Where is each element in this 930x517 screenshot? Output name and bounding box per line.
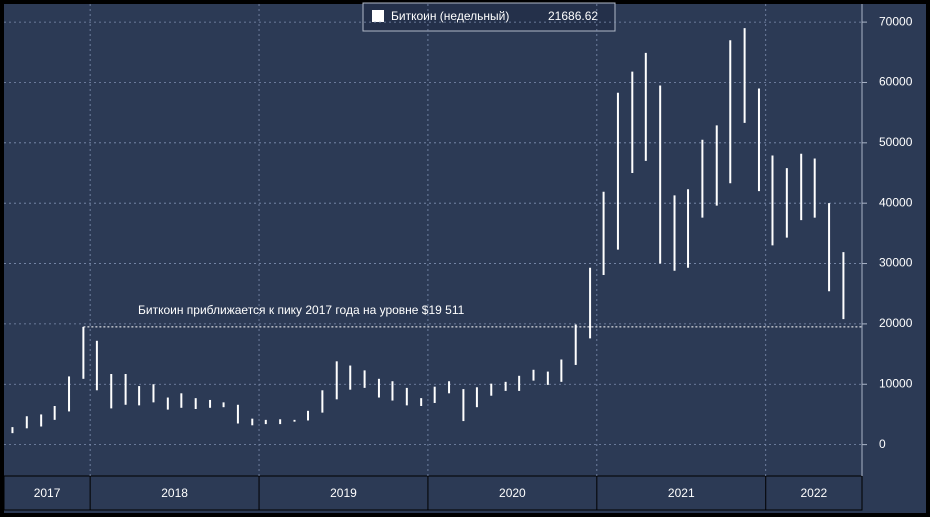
x-tick-label: 2018 xyxy=(161,486,188,500)
y-tick-label: 40000 xyxy=(879,195,913,209)
x-tick-label: 2017 xyxy=(34,486,61,500)
x-tick-label: 2019 xyxy=(330,486,357,500)
legend-label: Биткоин (недельный) xyxy=(391,9,509,23)
legend xyxy=(362,2,616,32)
y-tick-label: 20000 xyxy=(879,316,913,330)
y-tick-label: 70000 xyxy=(879,14,913,28)
annotation: Биткоин приближается к пику 2017 года на… xyxy=(138,303,465,317)
x-axis-band xyxy=(3,475,863,511)
chart-background xyxy=(4,4,926,513)
y-tick-label: 10000 xyxy=(879,376,913,390)
legend-swatch xyxy=(372,10,384,22)
x-tick-label: 2022 xyxy=(801,486,828,500)
y-tick-label: 60000 xyxy=(879,75,913,89)
y-tick-label: 0 xyxy=(879,437,886,451)
x-tick-label: 2021 xyxy=(668,486,695,500)
y-tick-label: 50000 xyxy=(879,135,913,149)
legend-value: 21686.62 xyxy=(548,9,598,23)
y-tick-label: 30000 xyxy=(879,256,913,270)
x-tick-label: 2020 xyxy=(499,486,526,500)
